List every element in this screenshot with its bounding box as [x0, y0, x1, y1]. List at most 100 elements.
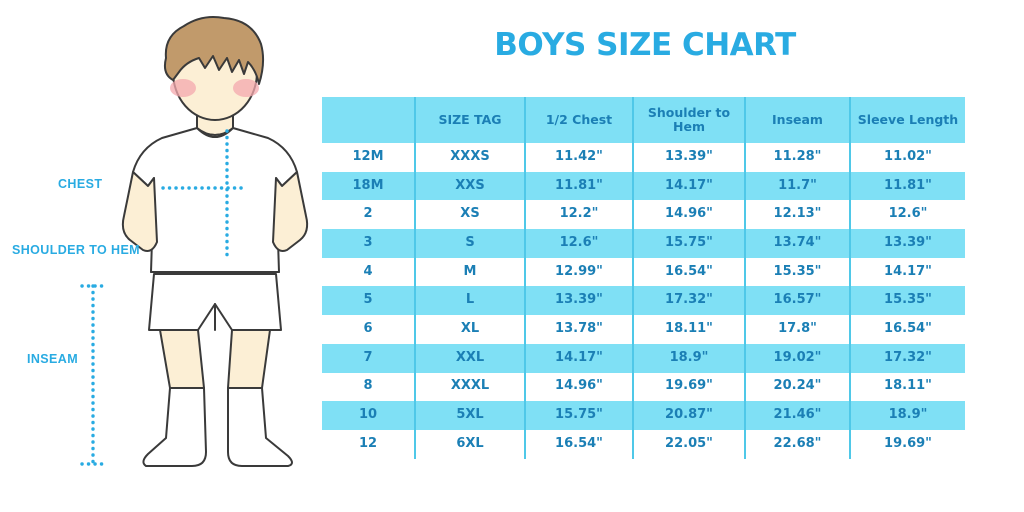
table-cell: 21.46": [744, 401, 850, 430]
table-cell: 4: [322, 257, 415, 287]
shorts-shape: [148, 273, 282, 331]
table-cell: 12.13": [744, 200, 850, 230]
table-header: SIZE TAG 1/2 Chest Shoulder to Hem Inseam Sl…: [322, 97, 965, 143]
table-cell: 13.39": [632, 143, 745, 172]
table-cell: 18.9": [632, 343, 745, 373]
table-row: 18M XXS 11.81" 14.17" 11.7" 11.81": [322, 171, 965, 201]
table-cell: 3: [322, 229, 415, 258]
table-row: 12M XXXS 11.42" 13.39" 11.28" 11.02": [322, 143, 965, 172]
table-cell: 22.05": [632, 429, 745, 459]
table-cell: 14.17": [524, 343, 633, 373]
table-cell: 15.35": [744, 257, 850, 287]
table-cell: 13.39": [849, 229, 965, 258]
column-header-4: Inseam: [744, 97, 850, 143]
table-cell: 15.35": [849, 286, 965, 316]
table-cell: XXS: [414, 171, 525, 201]
table-cell: 16.54": [849, 315, 965, 344]
table-body: 12M XXXS 11.42" 13.39" 11.28" 11.02" 18M XXS 11.…: [322, 143, 965, 459]
table-cell: M: [414, 257, 525, 287]
table-cell: 11.81": [849, 171, 965, 201]
right-arm-shape: [272, 171, 309, 252]
table-cell: 12.6": [524, 229, 633, 258]
table-cell: 18.9": [849, 401, 965, 430]
table-cell: 17.8": [744, 315, 850, 344]
table-row: 12 6XL 16.54" 22.05" 22.68" 19.69": [322, 429, 965, 459]
right-sock-shape: [227, 387, 293, 467]
tshirt-collar: [196, 127, 234, 138]
table-cell: 19.69": [849, 429, 965, 459]
left-sock-shape: [142, 387, 207, 467]
table-cell: 19.69": [632, 372, 745, 402]
table-cell: 5: [322, 286, 415, 316]
left-leg-shape: [159, 329, 205, 389]
table-cell: 12.99": [524, 257, 633, 287]
table-cell: 13.78": [524, 315, 633, 344]
right-leg-shape: [227, 329, 271, 389]
table-cell: 2: [322, 200, 415, 230]
size-chart-table-container: SIZE TAG 1/2 Chest Shoulder to Hem Inseam Sl…: [322, 97, 965, 459]
table-cell: 11.7": [744, 171, 850, 201]
table-cell: L: [414, 286, 525, 316]
table-cell: XXXS: [414, 143, 525, 172]
column-header-1: SIZE TAG: [414, 97, 525, 143]
column-header-2: 1/2 Chest: [524, 97, 633, 143]
table-cell: 13.74": [744, 229, 850, 258]
table-cell: 7: [322, 343, 415, 373]
table-cell: 12.6": [849, 200, 965, 230]
table-cell: 14.96": [632, 200, 745, 230]
table-cell: 16.54": [524, 429, 633, 459]
shoulder-to-hem-label: SHOULDER TO HEM: [12, 243, 140, 257]
table-cell: 12.2": [524, 200, 633, 230]
table-cell: 5XL: [414, 401, 525, 430]
left-arm-shape: [121, 171, 158, 252]
table-cell: 19.02": [744, 343, 850, 373]
table-row: 6 XL 13.78" 18.11" 17.8" 16.54": [322, 315, 965, 344]
table-cell: 8: [322, 372, 415, 402]
boy-figure-svg: [80, 16, 309, 467]
size-chart-table: SIZE TAG 1/2 Chest Shoulder to Hem Inseam Sl…: [322, 97, 965, 459]
table-cell: 15.75": [524, 401, 633, 430]
table-cell: 20.24": [744, 372, 850, 402]
table-cell: 20.87": [632, 401, 745, 430]
table-cell: XXXL: [414, 372, 525, 402]
table-cell: 10: [322, 401, 415, 430]
table-cell: 14.96": [524, 372, 633, 402]
table-row: 8 XXXL 14.96" 19.69" 20.24" 18.11": [322, 372, 965, 402]
table-cell: 12M: [322, 143, 415, 172]
column-header-3: Shoulder to Hem: [632, 97, 745, 143]
hair-shape: [163, 16, 265, 85]
table-cell: 18.11": [632, 315, 745, 344]
table-cell: 17.32": [849, 343, 965, 373]
inseam-label: INSEAM: [27, 352, 79, 366]
table-row: 7 XXL 14.17" 18.9" 19.02" 17.32": [322, 343, 965, 373]
page-title: BOYS SIZE CHART: [494, 27, 796, 63]
table-cell: 18.11": [849, 372, 965, 402]
table-cell: 11.42": [524, 143, 633, 172]
table-cell: 18M: [322, 171, 415, 201]
table-cell: 11.28": [744, 143, 850, 172]
table-cell: 12: [322, 429, 415, 459]
table-cell: 17.32": [632, 286, 745, 316]
table-cell: 15.75": [632, 229, 745, 258]
table-cell: 14.17": [849, 257, 965, 287]
table-cell: 6: [322, 315, 415, 344]
table-cell: S: [414, 229, 525, 258]
table-row: 5 L 13.39" 17.32" 16.57" 15.35": [322, 286, 965, 316]
column-header-age: [322, 97, 415, 143]
table-cell: 11.81": [524, 171, 633, 201]
table-cell: 22.68": [744, 429, 850, 459]
blush-right-icon: [233, 79, 259, 97]
table-row: 2 XS 12.2" 14.96" 12.13" 12.6": [322, 200, 965, 230]
table-cell: 6XL: [414, 429, 525, 459]
chest-label: CHEST: [58, 177, 103, 191]
table-cell: 16.57": [744, 286, 850, 316]
table-row: 3 S 12.6" 15.75" 13.74" 13.39": [322, 229, 965, 258]
table-cell: XL: [414, 315, 525, 344]
blush-left-icon: [170, 79, 196, 97]
boy-figure-illustration: CHEST SHOULDER TO HEM INSEAM: [0, 0, 320, 512]
table-cell: 13.39": [524, 286, 633, 316]
table-row: 10 5XL 15.75" 20.87" 21.46" 18.9": [322, 401, 965, 430]
table-cell: XXL: [414, 343, 525, 373]
table-row: 4 M 12.99" 16.54" 15.35" 14.17": [322, 257, 965, 287]
